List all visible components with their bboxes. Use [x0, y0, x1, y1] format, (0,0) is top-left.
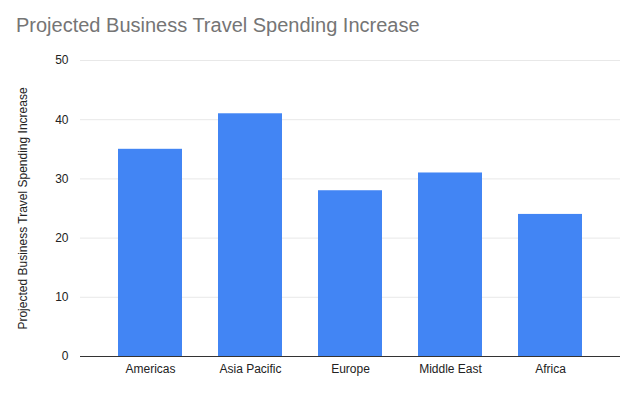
svg-text:Middle East: Middle East	[419, 362, 482, 376]
svg-text:Projected Business Travel Spen: Projected Business Travel Spending Incre…	[16, 87, 30, 329]
svg-text:Americas: Americas	[125, 362, 175, 376]
svg-text:40: 40	[55, 113, 69, 127]
html-text:Projected Business Travel Spen: Projected Business Travel Spending Incre…	[16, 14, 420, 36]
svg-text:20: 20	[55, 231, 69, 245]
svg-text:50: 50	[55, 53, 69, 67]
svg-text:30: 30	[55, 172, 69, 186]
svg-text:Asia Pacific: Asia Pacific	[219, 362, 281, 376]
svg-text:10: 10	[55, 290, 69, 304]
svg-text:Africa: Africa	[535, 362, 566, 376]
svg-text:0: 0	[62, 349, 69, 363]
svg-text:Europe: Europe	[331, 362, 370, 376]
